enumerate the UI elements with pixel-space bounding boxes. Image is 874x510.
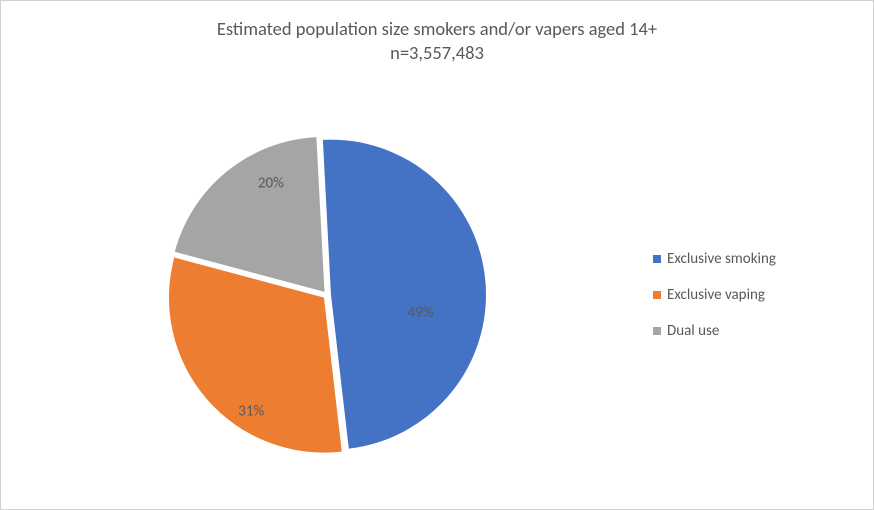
pie-slice-0: [323, 140, 486, 449]
pie-label-0: 49%: [408, 304, 434, 322]
legend-label-1: Exclusive vaping: [667, 286, 765, 304]
legend: Exclusive smoking Exclusive vaping Dual us…: [653, 250, 873, 340]
chart-title-line2: n=3,557,483: [390, 41, 484, 64]
legend-marker-0: [653, 255, 661, 263]
pie-label-1: 31%: [238, 402, 264, 420]
legend-item-1: Exclusive vaping: [653, 286, 843, 304]
legend-marker-1: [653, 291, 661, 299]
chart-title-line1: Estimated population size smokers and/or…: [217, 17, 657, 40]
legend-label-2: Dual use: [667, 322, 719, 340]
legend-marker-2: [653, 327, 661, 335]
chart-body: 49% 31% 20% Exclusive smoking Exclusive vap…: [1, 91, 873, 499]
pie-chart: 49% 31% 20%: [117, 85, 537, 505]
chart-container: Estimated population size smokers and/or…: [0, 0, 874, 510]
legend-label-0: Exclusive smoking: [667, 250, 776, 268]
legend-item-0: Exclusive smoking: [653, 250, 843, 268]
chart-title: Estimated population size smokers and/or…: [1, 1, 873, 65]
pie-label-2: 20%: [258, 175, 284, 193]
legend-item-2: Dual use: [653, 322, 843, 340]
pie-wrap: 49% 31% 20%: [1, 91, 653, 499]
